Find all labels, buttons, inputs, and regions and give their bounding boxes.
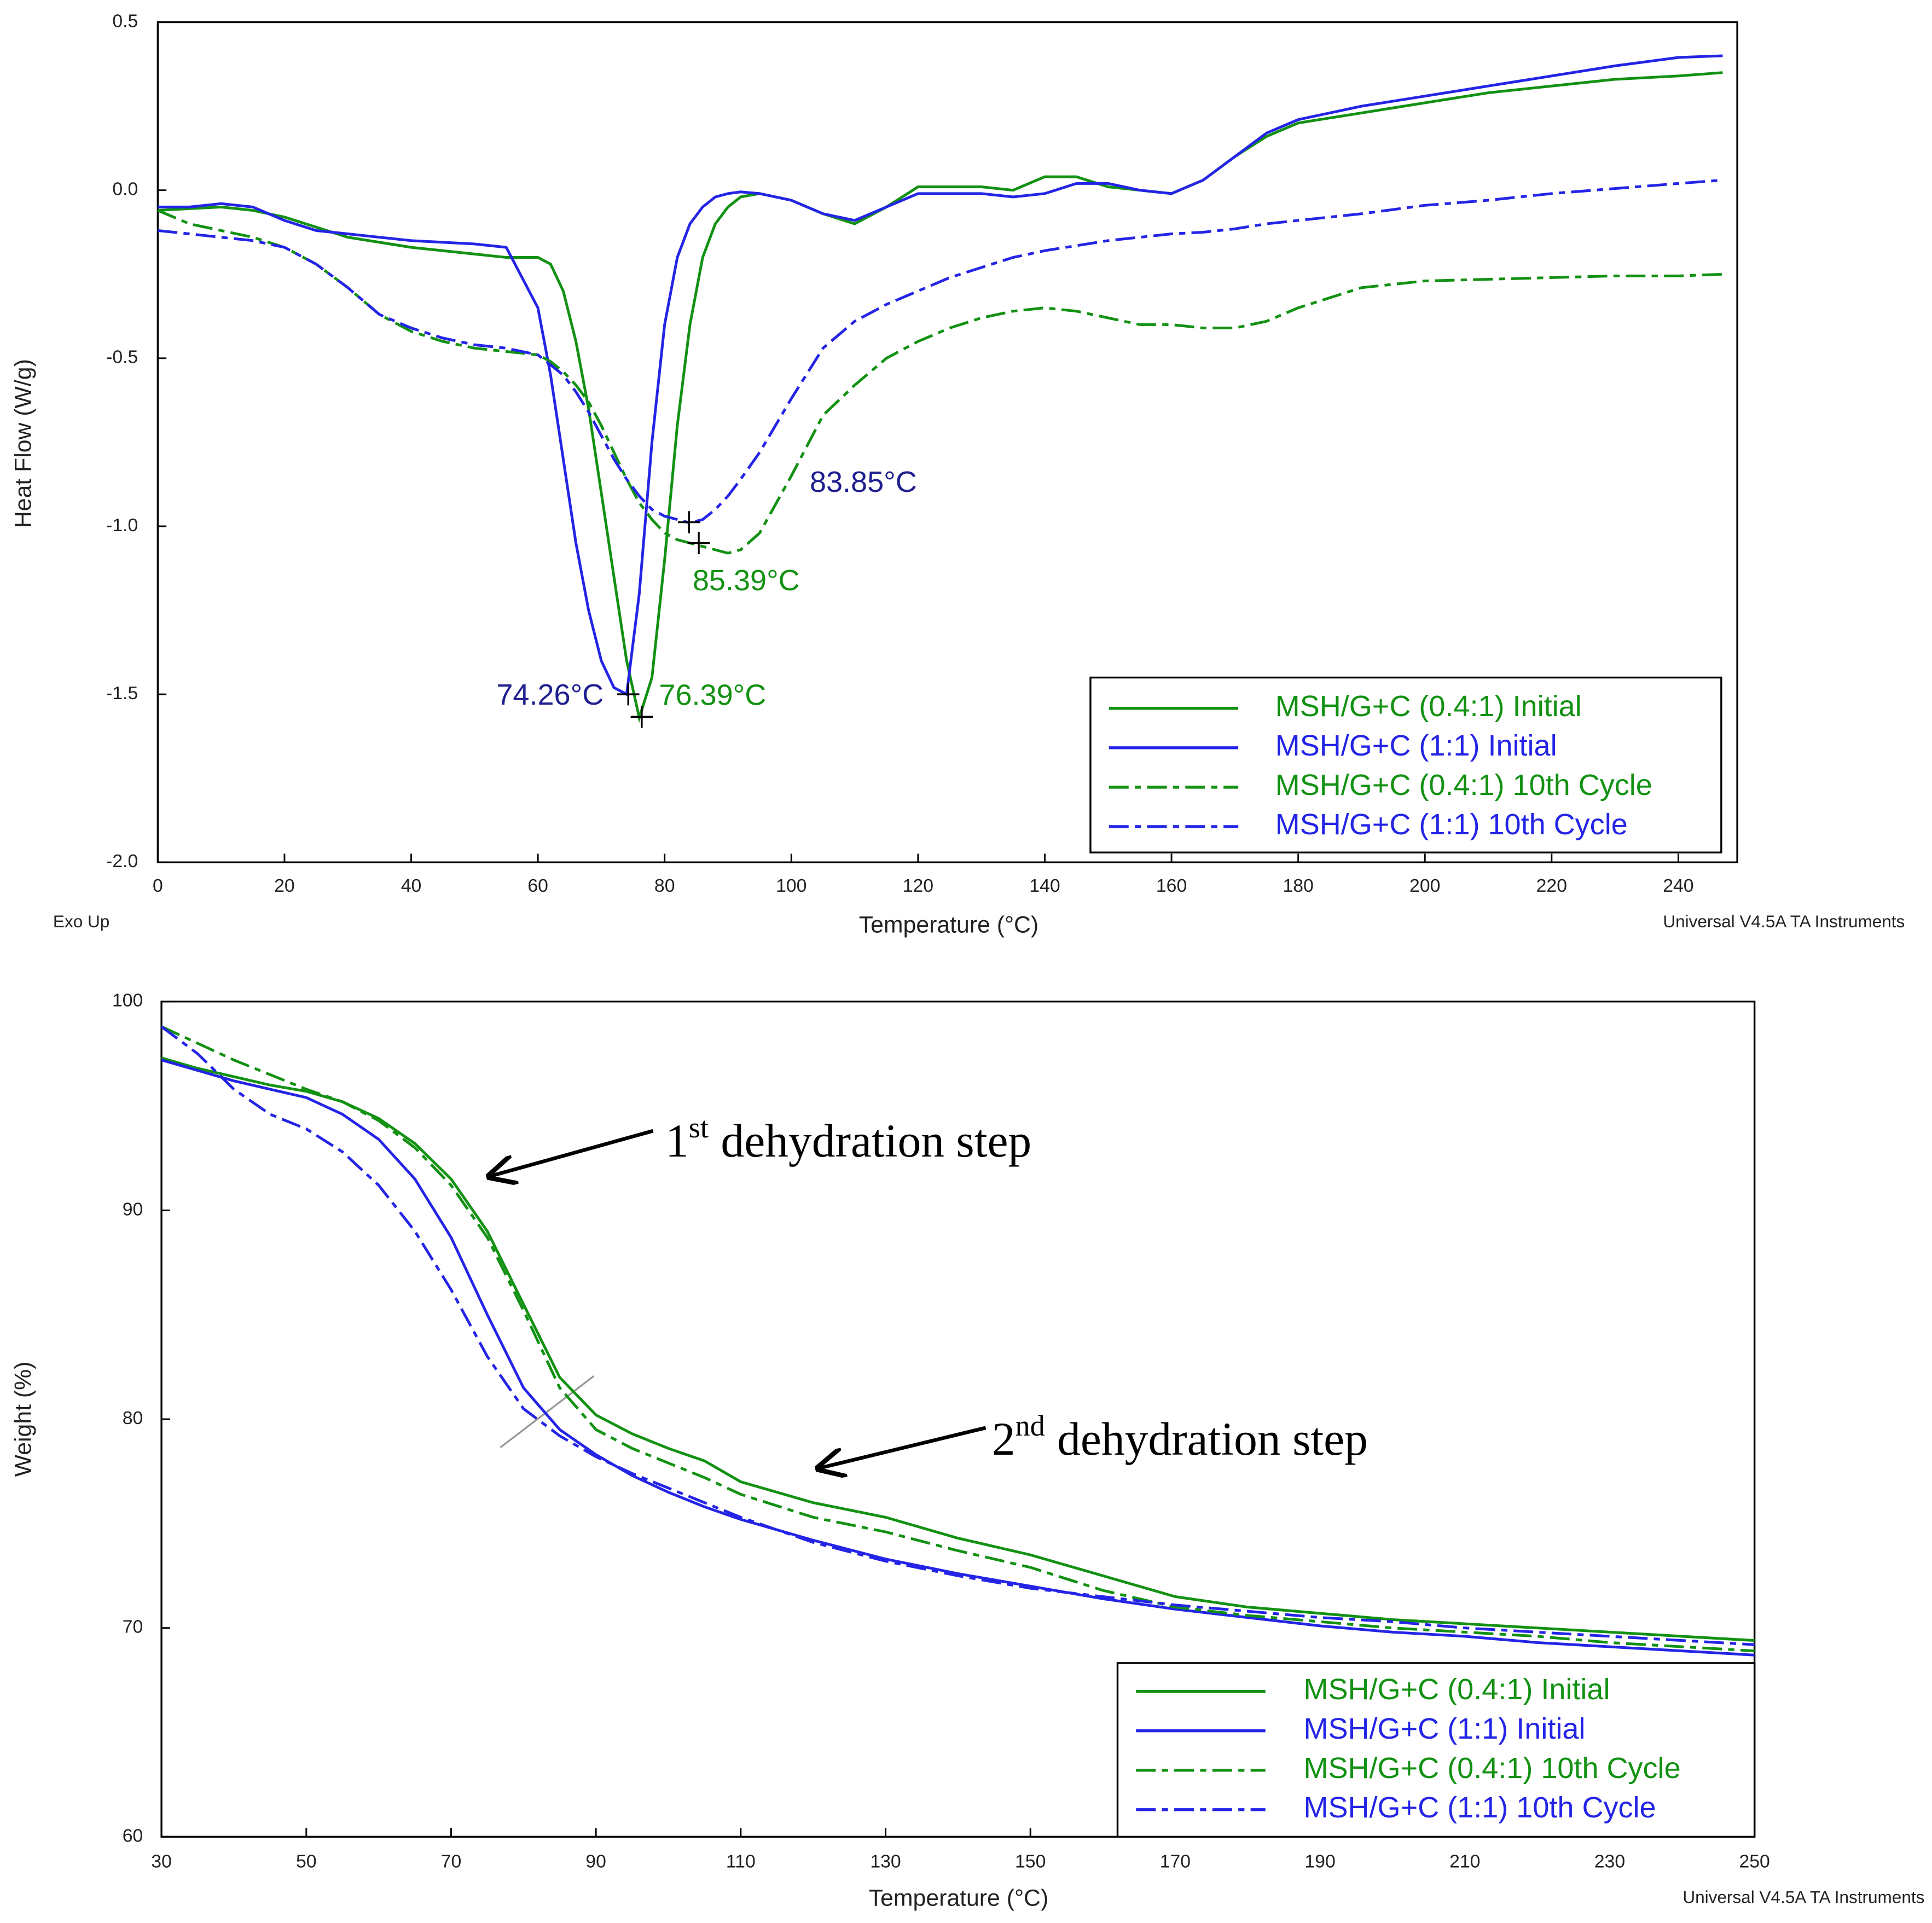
step-label-ordinal: st	[689, 1112, 709, 1144]
x-tick-label: 20	[274, 875, 295, 896]
x-axis-title: Temperature (°C)	[869, 1885, 1048, 1912]
y-tick-label: -2.0	[106, 851, 138, 872]
peak-label: 83.85°C	[810, 466, 917, 498]
y-tick-label: -1.0	[106, 515, 138, 536]
x-tick-label: 60	[527, 875, 548, 896]
y-axis-title: Heat Flow (W/g)	[10, 359, 36, 528]
x-tick-label: 30	[151, 1851, 172, 1872]
x-tick-label: 150	[1015, 1851, 1046, 1872]
y-tick-label: 80	[123, 1408, 143, 1428]
arrow	[818, 1426, 987, 1468]
step-label-number: 2	[992, 1413, 1016, 1465]
y-tick-label: -0.5	[106, 347, 138, 368]
legend-label: MSH/G+C (0.4:1) 10th Cycle	[1275, 769, 1652, 801]
legend-label: MSH/G+C (1:1) Initial	[1275, 729, 1557, 762]
y-tick-label: 90	[123, 1199, 143, 1219]
x-tick-label: 0	[153, 875, 163, 896]
y-tick-label: -1.5	[106, 683, 138, 704]
series-line	[161, 1059, 1755, 1657]
x-tick-label: 70	[441, 1851, 462, 1872]
x-tick-label: 230	[1594, 1851, 1625, 1872]
y-tick-label: 0.5	[112, 10, 138, 31]
series-line	[161, 1025, 1755, 1653]
legend-box	[1089, 676, 1722, 853]
footer-left: Exo Up	[53, 911, 109, 931]
y-axis-title: Weight (%)	[10, 1362, 36, 1477]
x-tick-label: 200	[1409, 875, 1440, 896]
x-tick-label: 80	[654, 875, 675, 896]
tangent-line	[500, 1375, 595, 1449]
step-label-text: dehydration step	[721, 1115, 1031, 1167]
x-tick-label: 190	[1304, 1851, 1335, 1872]
peak-label: 74.26°C	[496, 678, 604, 711]
step-label-number: 1	[665, 1115, 689, 1167]
series-line	[158, 178, 1723, 525]
series-line	[158, 54, 1723, 696]
legend-label: MSH/G+C (1:1) 10th Cycle	[1275, 808, 1628, 841]
x-axis-title: Temperature (°C)	[859, 912, 1038, 938]
legend-label: MSH/G+C (0.4:1) Initial	[1303, 1673, 1610, 1706]
legend-label: MSH/G+C (0.4:1) Initial	[1275, 690, 1582, 723]
legend-label: MSH/G+C (1:1) Initial	[1303, 1712, 1585, 1745]
y-tick-label: 100	[112, 990, 143, 1011]
x-tick-label: 250	[1739, 1851, 1769, 1872]
series-line	[160, 1025, 1755, 1646]
x-tick-label: 90	[585, 1851, 606, 1872]
x-tick-label: 50	[296, 1851, 317, 1872]
legend-label: MSH/G+C (0.4:1) 10th Cycle	[1303, 1752, 1680, 1785]
plot-frame	[156, 21, 1738, 863]
x-tick-label: 140	[1029, 875, 1060, 896]
x-tick-label: 240	[1663, 875, 1693, 896]
x-tick-label: 110	[726, 1851, 756, 1872]
peak-label: 85.39°C	[693, 564, 800, 597]
x-tick-label: 210	[1449, 1851, 1480, 1872]
step-label: 1st dehydration step	[665, 1112, 1031, 1167]
x-tick-label: 120	[903, 875, 933, 896]
arrow	[489, 1129, 654, 1176]
step-label: 2nd dehydration step	[992, 1409, 1368, 1465]
footer-right: Universal V4.5A TA Instruments	[1682, 1887, 1924, 1907]
y-tick-label: 60	[123, 1825, 143, 1846]
legend-label: MSH/G+C (1:1) 10th Cycle	[1303, 1791, 1656, 1824]
x-tick-label: 220	[1536, 875, 1567, 896]
peak-label: 76.39°C	[659, 679, 766, 712]
x-tick-label: 100	[776, 875, 807, 896]
series-line	[157, 209, 1723, 555]
footer-right: Universal V4.5A TA Instruments	[1663, 911, 1905, 931]
step-label-text: dehydration step	[1057, 1413, 1368, 1465]
x-tick-label: 180	[1283, 875, 1313, 896]
x-tick-label: 170	[1160, 1851, 1191, 1872]
y-tick-label: 70	[123, 1617, 143, 1637]
y-tick-label: 0.0	[112, 179, 138, 200]
step-label-ordinal: nd	[1016, 1409, 1045, 1442]
x-tick-label: 40	[401, 875, 422, 896]
x-tick-label: 130	[870, 1851, 901, 1872]
x-tick-label: 160	[1156, 875, 1187, 896]
